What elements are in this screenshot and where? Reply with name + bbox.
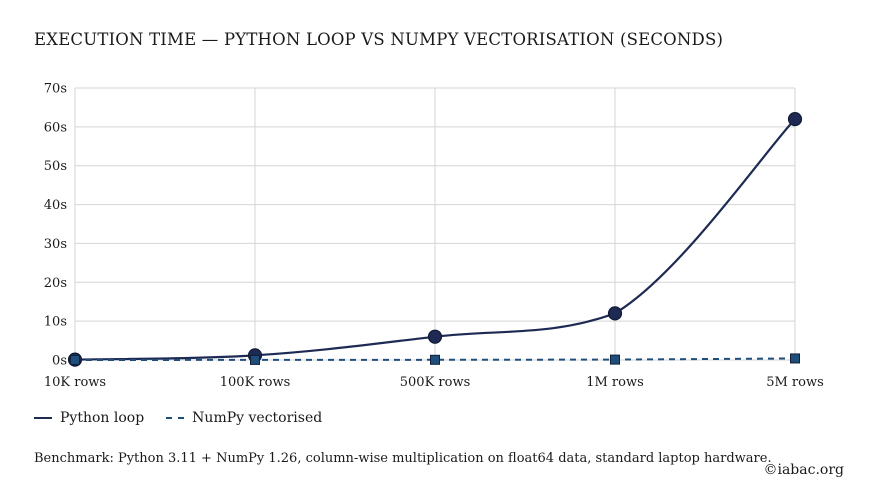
x-tick-label: 10K rows [44, 375, 106, 390]
y-tick-label: 70s [44, 82, 67, 97]
y-axis-ticks: 0s 10s 20s 30s 40s 50s 60s 70s [44, 82, 67, 369]
y-tick-label: 40s [44, 198, 67, 213]
legend-label-python-loop: Python loop [60, 410, 145, 426]
legend: Python loop NumPy vectorised [34, 410, 344, 426]
y-tick-label: 20s [44, 276, 67, 291]
legend-swatch-solid [34, 417, 52, 419]
x-axis-ticks: 10K rows 100K rows 500K rows 1M rows 5M rows [44, 375, 824, 390]
y-tick-label: 0s [52, 354, 67, 369]
legend-item-numpy-vectorised: NumPy vectorised [166, 410, 322, 426]
grid-lines [74, 87, 796, 361]
data-point-numpy-vectorised [70, 354, 80, 365]
x-tick-label: 1M rows [586, 375, 644, 390]
x-tick-label: 5M rows [766, 375, 824, 390]
y-tick-label: 30s [44, 237, 67, 252]
legend-swatch-dashed [166, 417, 185, 419]
data-point-python-loop [607, 306, 623, 321]
footnote: Benchmark: Python 3.11 + NumPy 1.26, col… [34, 451, 772, 466]
data-point-python-loop [427, 329, 443, 344]
data-point-numpy-vectorised [430, 354, 440, 365]
series-markers [67, 111, 803, 367]
y-tick-label: 10s [44, 315, 67, 330]
data-point-numpy-vectorised [610, 354, 620, 365]
data-point-numpy-vectorised [790, 353, 800, 364]
data-point-python-loop [787, 111, 803, 127]
legend-label-numpy-vectorised: NumPy vectorised [192, 410, 323, 426]
chart-title: EXECUTION TIME — PYTHON LOOP VS NUMPY VE… [34, 30, 724, 49]
y-tick-label: 60s [44, 120, 67, 135]
source-credit: ©iabac.org [763, 462, 844, 478]
y-tick-label: 50s [44, 159, 67, 174]
legend-item-python-loop: Python loop [34, 410, 144, 426]
x-tick-label: 500K rows [400, 375, 471, 390]
x-tick-label: 100K rows [220, 375, 291, 390]
data-point-numpy-vectorised [250, 354, 260, 365]
